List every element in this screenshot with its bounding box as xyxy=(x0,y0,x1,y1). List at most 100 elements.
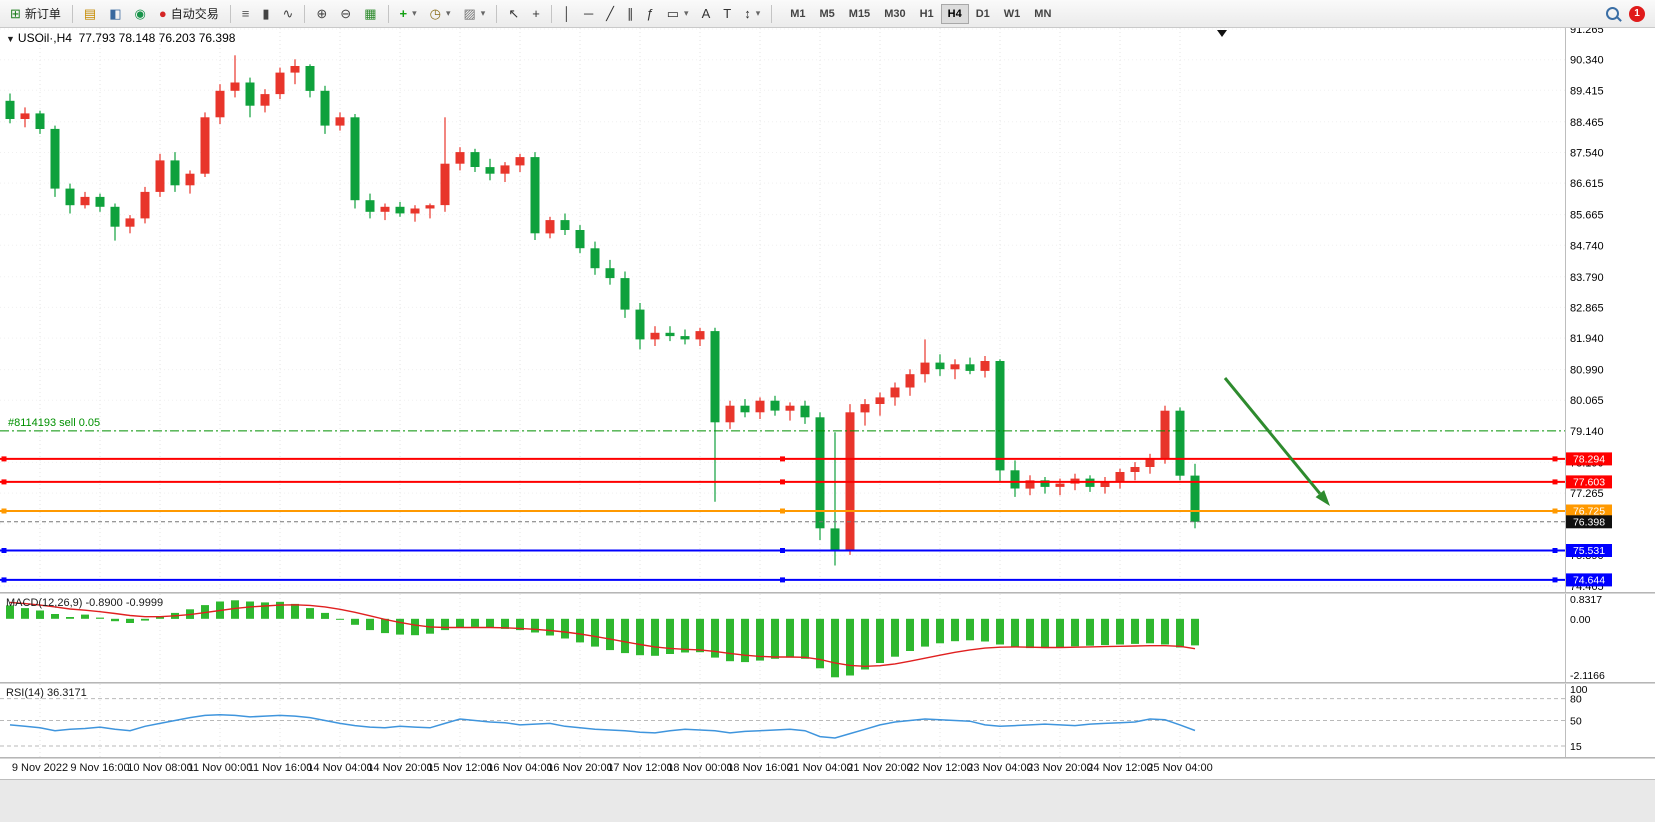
macd-indicator-label: MACD(12,26,9) -0.8900 -0.9999 xyxy=(6,597,164,609)
one-click-trading-arrow[interactable]: ▼ xyxy=(6,34,15,44)
time-axis-label: 23 Nov 04:00 xyxy=(967,762,1033,774)
price-badge xyxy=(1566,475,1612,489)
tile-windows-button[interactable]: ▦ xyxy=(358,3,382,25)
macd-axis: 0.8317 0.00 -2.1166 xyxy=(1570,594,1605,682)
trendline-button[interactable]: ╱ xyxy=(600,3,620,25)
cursor-button[interactable]: ↖ xyxy=(502,3,525,25)
timeframe-w1[interactable]: W1 xyxy=(997,4,1028,24)
trend-arrow-annotation[interactable] xyxy=(1223,377,1330,506)
svg-text:82.865: 82.865 xyxy=(1570,302,1604,314)
grid-icon: ▦ xyxy=(364,6,377,21)
price-axis-separator xyxy=(1565,28,1566,759)
chart-background[interactable] xyxy=(0,28,1655,592)
text-label-button[interactable]: T xyxy=(717,3,737,25)
new-order-button[interactable]: ⊞ 新订单 xyxy=(4,3,67,25)
svg-text:-2.1166: -2.1166 xyxy=(1570,670,1605,682)
svg-text:91.265: 91.265 xyxy=(1570,28,1604,36)
time-axis[interactable]: 9 Nov 2022 9 Nov 16:00 10 Nov 08:00 11 Nov … xyxy=(0,759,1655,779)
toolbar-right: 1 xyxy=(1606,5,1651,22)
data-window-button[interactable]: ◧ xyxy=(103,3,127,25)
macd-panel[interactable]: 0.8317 0.00 -2.1166 xyxy=(0,594,1655,682)
svg-text:15: 15 xyxy=(1570,741,1582,753)
channel-button[interactable]: ∥ xyxy=(621,3,640,25)
main-chart-panel[interactable]: #8114193 sell 0.05 91.265 90.340 89.415 88.4… xyxy=(0,28,1655,592)
line-handle xyxy=(1552,508,1558,514)
notification-badge[interactable]: 1 xyxy=(1629,5,1645,22)
svg-text:0.00: 0.00 xyxy=(1570,614,1591,626)
indicators-icon: + xyxy=(399,6,408,21)
vertical-line-button[interactable]: │ xyxy=(557,3,577,25)
timeframe-m30[interactable]: M30 xyxy=(877,4,912,24)
svg-text:84.740: 84.740 xyxy=(1570,240,1604,252)
line-handle xyxy=(1,508,7,514)
horizontal-line-button[interactable]: ─ xyxy=(578,3,599,25)
chart-title: ▼ USOil·,H4 77.793 78.148 76.203 76.398 xyxy=(6,31,235,45)
time-axis-label: 24 Nov 12:00 xyxy=(1087,762,1153,774)
search-icon[interactable] xyxy=(1606,7,1619,20)
time-axis-label: 14 Nov 20:00 xyxy=(367,762,433,774)
svg-text:74.465: 74.465 xyxy=(1570,581,1604,592)
bar-chart-button[interactable]: ≡ xyxy=(236,3,256,25)
autotrading-button-label: 自动交易 xyxy=(170,7,219,21)
time-axis-label: 21 Nov 20:00 xyxy=(847,762,913,774)
hline-icon: ─ xyxy=(583,6,594,21)
text-icon: A xyxy=(701,6,711,21)
macd-signal-line xyxy=(9,601,1196,668)
shapes-button[interactable]: ▭ ▾ xyxy=(661,3,695,25)
toolbar-separator xyxy=(771,4,773,23)
rsi-indicator-label: RSI(14) 36.3171 xyxy=(6,687,87,699)
line-handle xyxy=(1,456,7,462)
panel-splitter[interactable] xyxy=(0,592,1655,594)
templates-button[interactable]: ▨ ▾ xyxy=(458,3,492,25)
autotrading-button[interactable]: ● 自动交易 xyxy=(153,3,225,25)
line-handle xyxy=(780,479,785,485)
fibonacci-button[interactable]: ƒ xyxy=(641,3,660,25)
indicators-button[interactable]: + ▾ xyxy=(394,3,423,25)
candlestick-chart-button[interactable]: ▮ xyxy=(256,3,275,25)
line-chart-button[interactable]: ∿ xyxy=(276,3,299,25)
grid xyxy=(0,28,1565,592)
panel-splitter[interactable] xyxy=(0,682,1655,684)
svg-text:86.615: 86.615 xyxy=(1570,178,1604,190)
zoom-out-button[interactable]: ⊖ xyxy=(334,3,357,25)
timeframe-m5[interactable]: M5 xyxy=(813,4,842,24)
shapes-icon: ▭ xyxy=(666,6,680,21)
timeframe-d1[interactable]: D1 xyxy=(969,4,997,24)
price-axis[interactable]: 91.265 90.340 89.415 88.465 87.540 86.615 85.6… xyxy=(1566,28,1612,592)
timeframe-m1[interactable]: M1 xyxy=(783,4,812,24)
time-axis-label: 25 Nov 04:00 xyxy=(1147,762,1213,774)
time-axis-label: 21 Nov 04:00 xyxy=(787,762,853,774)
zoom-in-button[interactable]: ⊕ xyxy=(310,3,333,25)
svg-text:76.725: 76.725 xyxy=(1573,506,1605,518)
fibo-icon: ƒ xyxy=(646,6,654,21)
timeframe-h1[interactable]: H1 xyxy=(913,4,941,24)
timeframe-m15[interactable]: M15 xyxy=(842,4,877,24)
timeframe-h4[interactable]: H4 xyxy=(940,3,969,24)
svg-text:83.790: 83.790 xyxy=(1570,272,1604,284)
time-axis-label: 9 Nov 16:00 xyxy=(70,762,130,774)
market-watch-button[interactable]: ▤ xyxy=(78,3,102,25)
svg-text:77.265: 77.265 xyxy=(1570,488,1604,500)
price-lines[interactable]: #8114193 sell 0.05 xyxy=(0,417,1565,583)
chart-shift-marker[interactable] xyxy=(1217,30,1227,37)
svg-text:76.398: 76.398 xyxy=(1573,516,1605,528)
time-axis-label: 23 Nov 20:00 xyxy=(1027,762,1093,774)
line-handle xyxy=(1,577,7,583)
text-button[interactable]: A xyxy=(696,3,717,25)
data-window-icon: ◧ xyxy=(109,6,122,21)
label-icon: T xyxy=(723,6,732,21)
arrows-button[interactable]: ↕ ▾ xyxy=(738,3,766,25)
timeframe-mn[interactable]: MN xyxy=(1027,4,1058,24)
line-handle xyxy=(1,479,7,485)
svg-text:81.940: 81.940 xyxy=(1570,333,1604,345)
svg-text:90.340: 90.340 xyxy=(1570,55,1604,67)
trend-icon: ╱ xyxy=(606,6,614,21)
panel-splitter[interactable] xyxy=(0,757,1655,759)
community-button[interactable]: ◉ xyxy=(129,3,152,25)
periods-button[interactable]: ◷ ▾ xyxy=(424,3,457,25)
channel-icon: ∥ xyxy=(627,6,634,21)
crosshair-button[interactable]: + xyxy=(526,3,546,25)
bars-icon: ≡ xyxy=(241,6,250,21)
